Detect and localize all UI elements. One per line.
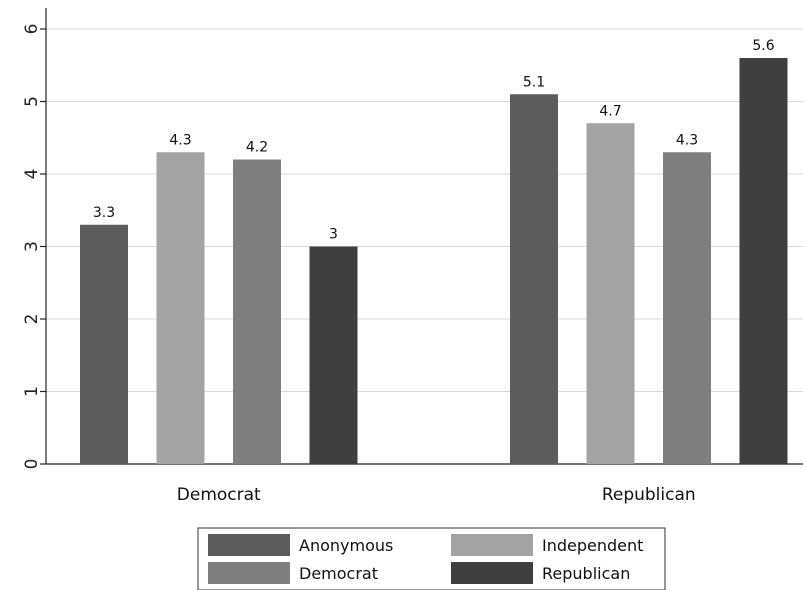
legend-label-democrat: Democrat	[299, 564, 378, 583]
legend-label-independent: Independent	[542, 536, 643, 555]
legend-label-anonymous: Anonymous	[299, 536, 393, 555]
legend-swatch-anonymous	[208, 534, 290, 556]
x-category-label: Republican	[602, 485, 696, 505]
bar-republican-democrat	[309, 246, 358, 464]
bar-value-label: 3.3	[93, 205, 115, 221]
y-tick-label: 3	[22, 241, 42, 252]
bars	[80, 58, 788, 464]
bar-value-label: 4.2	[246, 140, 268, 156]
bar-independent-democrat	[156, 152, 205, 464]
legend: Anonymous Independent Democrat Republican	[197, 527, 666, 590]
legend-label-republican: Republican	[542, 564, 630, 583]
bar-value-labels: 3.3 4.3 4.2 3 5.1 4.7 4.3 5.6	[93, 38, 775, 243]
legend-swatch-independent	[451, 534, 533, 556]
x-category-label: Democrat	[177, 485, 261, 505]
y-tick-label: 2	[22, 314, 42, 325]
legend-swatch-democrat	[208, 562, 290, 584]
bar-anonymous-democrat	[80, 224, 128, 464]
y-tick-label: 0	[22, 459, 42, 470]
bar-value-label: 5.6	[752, 38, 774, 54]
y-tick-label: 1	[22, 386, 42, 397]
bar-value-label: 4.3	[676, 132, 698, 148]
bar-independent-republican	[586, 123, 635, 464]
y-axis-ticks: 0 1 2 3 4 5 6	[22, 24, 46, 470]
bar-democrat-republican	[663, 152, 711, 464]
bar-value-label: 5.1	[523, 74, 545, 90]
category-labels: Democrat Republican	[177, 485, 696, 505]
y-tick-label: 6	[22, 24, 42, 35]
bar-value-label: 4.7	[599, 103, 621, 119]
bar-value-label: 4.3	[169, 132, 191, 148]
bar-anonymous-republican	[510, 94, 558, 464]
legend-swatch-republican	[451, 562, 533, 584]
y-tick-label: 4	[22, 169, 42, 180]
bar-republican-republican	[739, 58, 788, 464]
y-tick-label: 5	[22, 96, 42, 107]
bar-value-label: 3	[329, 227, 338, 243]
bar-democrat-democrat	[233, 159, 281, 464]
